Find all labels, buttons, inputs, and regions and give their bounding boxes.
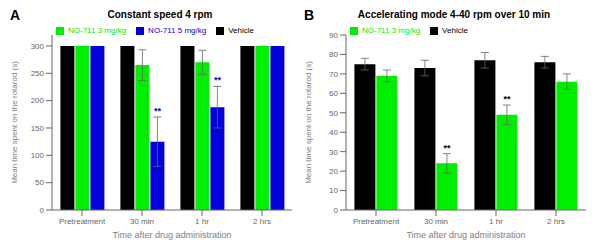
- svg-text:Mean time spent on the rotarod: Mean time spent on the rotarod (s): [10, 61, 19, 184]
- svg-text:20: 20: [329, 167, 338, 176]
- svg-text:1 hr: 1 hr: [489, 217, 503, 226]
- svg-text:90: 90: [329, 31, 338, 40]
- html-text:Vehicle: Vehicle: [228, 26, 254, 35]
- svg-text:50: 50: [35, 178, 44, 187]
- html-text:NO-711 5 mg/kg: NO-711 5 mg/kg: [148, 26, 207, 35]
- html-text:A: A: [10, 7, 21, 23]
- svg-text:30: 30: [329, 148, 338, 157]
- svg-text:**: **: [214, 75, 222, 85]
- svg-text:250: 250: [31, 69, 45, 78]
- svg-text:Time after drug administration: Time after drug administration: [112, 230, 231, 240]
- svg-text:100: 100: [31, 151, 45, 160]
- svg-text:0: 0: [40, 206, 45, 215]
- svg-text:Time after drug administration: Time after drug administration: [406, 230, 525, 240]
- html-text:Vehicle: Vehicle: [442, 26, 468, 35]
- svg-text:2 hrs: 2 hrs: [547, 217, 565, 226]
- svg-text:30 min: 30 min: [130, 217, 154, 226]
- html-text:B: B: [304, 7, 315, 23]
- svg-text:80: 80: [329, 50, 338, 59]
- svg-text:2 hrs: 2 hrs: [253, 217, 271, 226]
- html-text:NO-711 3 mg/kg: NO-711 3 mg/kg: [362, 26, 421, 35]
- svg-text:1 hr: 1 hr: [195, 217, 209, 226]
- html-text:Accelerating mode 4-40 rpm ove: Accelerating mode 4-40 rpm over 10 min: [357, 9, 551, 20]
- svg-text:70: 70: [329, 70, 338, 79]
- svg-text:30 min: 30 min: [424, 217, 448, 226]
- svg-text:**: **: [443, 143, 451, 153]
- svg-text:50: 50: [329, 109, 338, 118]
- svg-text:40: 40: [329, 128, 338, 137]
- svg-text:Pretreatment: Pretreatment: [59, 217, 106, 226]
- svg-text:0: 0: [334, 206, 339, 215]
- svg-text:Pretreatment: Pretreatment: [353, 217, 400, 226]
- svg-text:10: 10: [329, 186, 338, 195]
- svg-text:300: 300: [31, 42, 45, 51]
- html-text:Constant speed 4 rpm: Constant speed 4 rpm: [107, 9, 213, 20]
- svg-text:60: 60: [329, 89, 338, 98]
- svg-text:150: 150: [31, 124, 45, 133]
- svg-text:Mean time spent on the rotarod: Mean time spent on the rotarod (s): [304, 61, 313, 184]
- svg-text:**: **: [503, 94, 511, 104]
- html-text:NO-711 3 mg/kg: NO-711 3 mg/kg: [68, 26, 127, 35]
- svg-text:**: **: [154, 106, 162, 116]
- svg-text:200: 200: [31, 96, 45, 105]
